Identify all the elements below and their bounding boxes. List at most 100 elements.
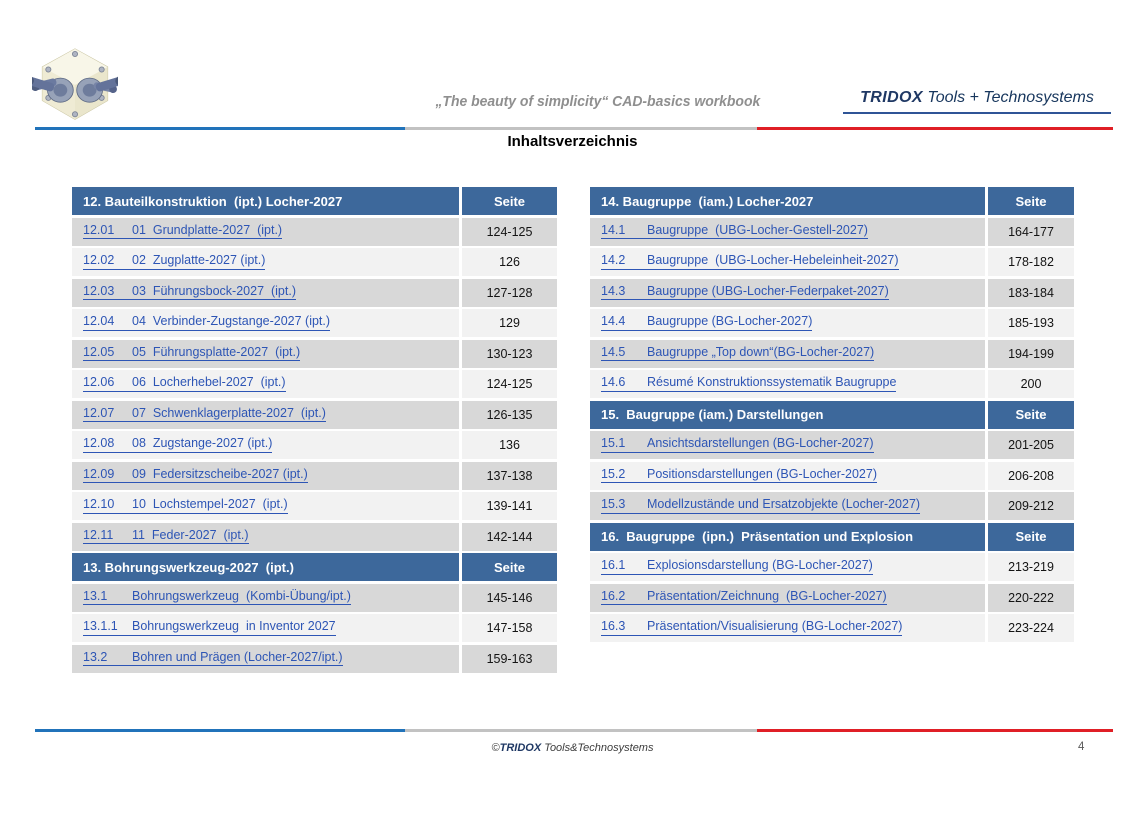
page-range: 130-123 xyxy=(462,339,557,368)
toc-link[interactable]: 14.3 Baugruppe (UBG-Locher-Federpaket-202… xyxy=(601,284,889,301)
toc-link[interactable]: 12.05 05 Führungsplatte-2027 (ipt.) xyxy=(83,344,301,362)
page-column-header: Seite xyxy=(462,187,557,215)
toc-link[interactable]: 12.09 09 Federsitzscheibe-2027 (ipt.) xyxy=(83,466,308,484)
toc-entry-cell: 14.4 Baugruppe (BG-Locher-2027) xyxy=(590,309,985,337)
brand-name: TRIDOX xyxy=(860,89,923,106)
page-range: 200 xyxy=(988,370,1074,398)
toc-entry-cell: 16.1 Explosionsdarstellung (BG-Locher-202… xyxy=(590,553,985,581)
toc-entry-number: 12.02 xyxy=(83,253,115,268)
page-range: 142-144 xyxy=(462,522,557,551)
toc-entry-cell: 12.02 02 Zugplatte-2027 (ipt.) xyxy=(72,248,459,276)
toc-entry-label: Positionsdarstellungen (BG-Locher-2027) xyxy=(647,466,877,481)
toc-link[interactable]: 14.5 Baugruppe „Top down“(BG-Locher-2027) xyxy=(601,345,875,362)
brand-suffix: Tools + Technosystems xyxy=(922,89,1094,106)
toc-entry-number: 12.08 xyxy=(83,436,115,451)
toc-entry-cell: 12.07 07 Schwenklagerplatte-2027 (ipt.) xyxy=(72,400,459,429)
page-range: 147-158 xyxy=(462,614,557,642)
toc-row: 12.06 06 Locherhebel-2027 (ipt.) 124-125 xyxy=(72,370,557,398)
toc-link[interactable]: 13.1 Bohrungswerkzeug (Kombi-Übung/ipt.) xyxy=(83,589,351,606)
footer-rule-blue-segment xyxy=(35,729,405,732)
page-range: 201-205 xyxy=(988,431,1074,459)
toc-entry-label: Baugruppe (UBG-Locher-Hebeleinheit-2027) xyxy=(647,253,899,268)
section-title-text: 14. Baugruppe (iam.) Locher-2027 xyxy=(601,193,814,209)
toc-entry-number: 12.11 xyxy=(83,527,114,542)
toc-link[interactable]: 13.2 Bohren und Prägen (Locher-2027/ipt.) xyxy=(83,649,343,667)
section-title: 13. Bohrungswerkzeug-2027 (ipt.) xyxy=(72,553,459,581)
page-range: 145-146 xyxy=(462,583,557,612)
section-header-row: 13. Bohrungswerkzeug-2027 (ipt.) Seite xyxy=(72,553,557,581)
toc-entry-label: 11 Feder-2027 (ipt.) xyxy=(132,527,249,542)
toc-link[interactable]: 16.2 Präsentation/Zeichnung (BG-Locher-20… xyxy=(601,588,887,606)
toc-entry-number: 13.1.1 xyxy=(83,619,118,634)
toc-row: 12.03 03 Führungsbock-2027 (ipt.) 127-128 xyxy=(72,278,557,307)
toc-link[interactable]: 12.08 08 Zugstange-2027 (ipt.) xyxy=(83,436,273,453)
toc-row: 13.2 Bohren und Prägen (Locher-2027/ipt.)… xyxy=(72,644,557,673)
section-title: 15. Baugruppe (iam.) Darstellungen xyxy=(590,400,985,429)
toc-link[interactable]: 12.10 10 Lochstempel-2027 (ipt.) xyxy=(83,498,288,514)
toc-link[interactable]: 15.3 Modellzustände und Ersatzobjekte (Lo… xyxy=(601,498,921,514)
toc-row: 14.1 Baugruppe (UBG-Locher-Gestell-2027) 1… xyxy=(590,217,1074,246)
toc-link[interactable]: 12.01 01 Grundplatte-2027 (ipt.) xyxy=(83,222,283,240)
toc-entry-cell: 16.3 Präsentation/Visualisierung (BG-Loch… xyxy=(590,614,985,642)
toc-entry-label: 02 Zugplatte-2027 (ipt.) xyxy=(132,253,266,268)
page-range: 124-125 xyxy=(462,370,557,398)
toc-link[interactable]: 16.1 Explosionsdarstellung (BG-Locher-202… xyxy=(601,559,873,575)
toc-entry-number: 12.05 xyxy=(83,344,115,359)
page-range: 185-193 xyxy=(988,309,1074,337)
toc-row: 15.3 Modellzustände und Ersatzobjekte (Lo… xyxy=(590,492,1074,520)
toc-entry-cell: 12.10 10 Lochstempel-2027 (ipt.) xyxy=(72,492,459,520)
toc-entry-label: 04 Verbinder-Zugstange-2027 (ipt.) xyxy=(132,314,331,329)
toc-link[interactable]: 12.11 11 Feder-2027 (ipt.) xyxy=(83,527,249,545)
header-tagline: „The beauty of simplicity“ CAD-basics wo… xyxy=(435,93,760,110)
toc-row: 15.1 Ansichtsdarstellungen (BG-Locher-202… xyxy=(590,431,1074,459)
toc-entry-label: 07 Schwenklagerplatte-2027 (ipt.) xyxy=(132,405,326,420)
toc-link[interactable]: 12.04 04 Verbinder-Zugstange-2027 (ipt.) xyxy=(83,314,331,331)
toc-table-left: 12. Bauteilkonstruktion (ipt.) Locher-20… xyxy=(72,187,557,675)
brand-lockup: TRIDOX Tools + Technosystems xyxy=(843,89,1111,114)
toc-entry-number: 12.07 xyxy=(83,405,115,420)
header-rule-red-segment xyxy=(757,127,1113,130)
toc-link[interactable]: 13.1.1 Bohrungswerkzeug in Inventor 2027 xyxy=(83,619,336,636)
toc-entry-cell: 12.01 01 Grundplatte-2027 (ipt.) xyxy=(72,217,459,246)
toc-link[interactable]: 15.1 Ansichtsdarstellungen (BG-Locher-202… xyxy=(601,437,874,453)
toc-link[interactable]: 15.2 Positionsdarstellungen (BG-Locher-20… xyxy=(601,466,877,484)
toc-entry-number: 12.01 xyxy=(83,222,115,237)
toc-link[interactable]: 14.6 Résumé Konstruktionssystematik Baugr… xyxy=(601,376,897,392)
toc-link[interactable]: 14.2 Baugruppe (UBG-Locher-Hebeleinheit-2… xyxy=(601,253,899,270)
toc-row: 16.1 Explosionsdarstellung (BG-Locher-202… xyxy=(590,553,1074,581)
page-range: 124-125 xyxy=(462,217,557,246)
toc-entry-number: 13.2 xyxy=(83,649,108,664)
page-range: 164-177 xyxy=(988,217,1074,246)
page-range: 206-208 xyxy=(988,461,1074,490)
copyright-symbol: © xyxy=(491,742,500,754)
toc-link[interactable]: 16.3 Präsentation/Visualisierung (BG-Loch… xyxy=(601,619,903,636)
toc-entry-number: 16.3 xyxy=(601,619,626,634)
toc-link[interactable]: 14.4 Baugruppe (BG-Locher-2027) xyxy=(601,315,813,331)
toc-row: 13.1.1 Bohrungswerkzeug in Inventor 2027 1… xyxy=(72,614,557,642)
toc-entry-cell: 12.08 08 Zugstange-2027 (ipt.) xyxy=(72,431,459,459)
toc-entry-number: 12.03 xyxy=(83,283,115,298)
page-range: 220-222 xyxy=(988,583,1074,612)
toc-entry-cell: 12.03 03 Führungsbock-2027 (ipt.) xyxy=(72,278,459,307)
page-range: 223-224 xyxy=(988,614,1074,642)
toc-entry-number: 12.09 xyxy=(83,466,115,481)
toc-link[interactable]: 12.07 07 Schwenklagerplatte-2027 (ipt.) xyxy=(83,405,326,423)
toc-row: 12.07 07 Schwenklagerplatte-2027 (ipt.) 12… xyxy=(72,400,557,429)
toc-row: 15.2 Positionsdarstellungen (BG-Locher-20… xyxy=(590,461,1074,490)
toc-entry-label: 05 Führungsplatte-2027 (ipt.) xyxy=(132,344,301,359)
footer-rule-red-segment xyxy=(757,729,1113,732)
toc-entry-label: 06 Locherhebel-2027 (ipt.) xyxy=(132,375,286,390)
toc-link[interactable]: 12.06 06 Locherhebel-2027 (ipt.) xyxy=(83,375,286,392)
toc-entry-cell: 15.1 Ansichtsdarstellungen (BG-Locher-202… xyxy=(590,431,985,459)
toc-row: 12.05 05 Führungsplatte-2027 (ipt.) 130-12… xyxy=(72,339,557,368)
toc-row: 12.01 01 Grundplatte-2027 (ipt.) 124-125 xyxy=(72,217,557,246)
toc-entry-label: Präsentation/Zeichnung (BG-Locher-2027) xyxy=(647,588,887,603)
header-rule-blue-segment xyxy=(35,127,405,130)
toc-link[interactable]: 12.03 03 Führungsbock-2027 (ipt.) xyxy=(83,283,296,301)
toc-entry-cell: 14.1 Baugruppe (UBG-Locher-Gestell-2027) xyxy=(590,217,985,246)
toc-entry-cell: 12.05 05 Führungsplatte-2027 (ipt.) xyxy=(72,339,459,368)
toc-entry-cell: 16.2 Präsentation/Zeichnung (BG-Locher-20… xyxy=(590,583,985,612)
toc-link[interactable]: 14.1 Baugruppe (UBG-Locher-Gestell-2027) xyxy=(601,223,868,240)
toc-link[interactable]: 12.02 02 Zugplatte-2027 (ipt.) xyxy=(83,253,266,270)
